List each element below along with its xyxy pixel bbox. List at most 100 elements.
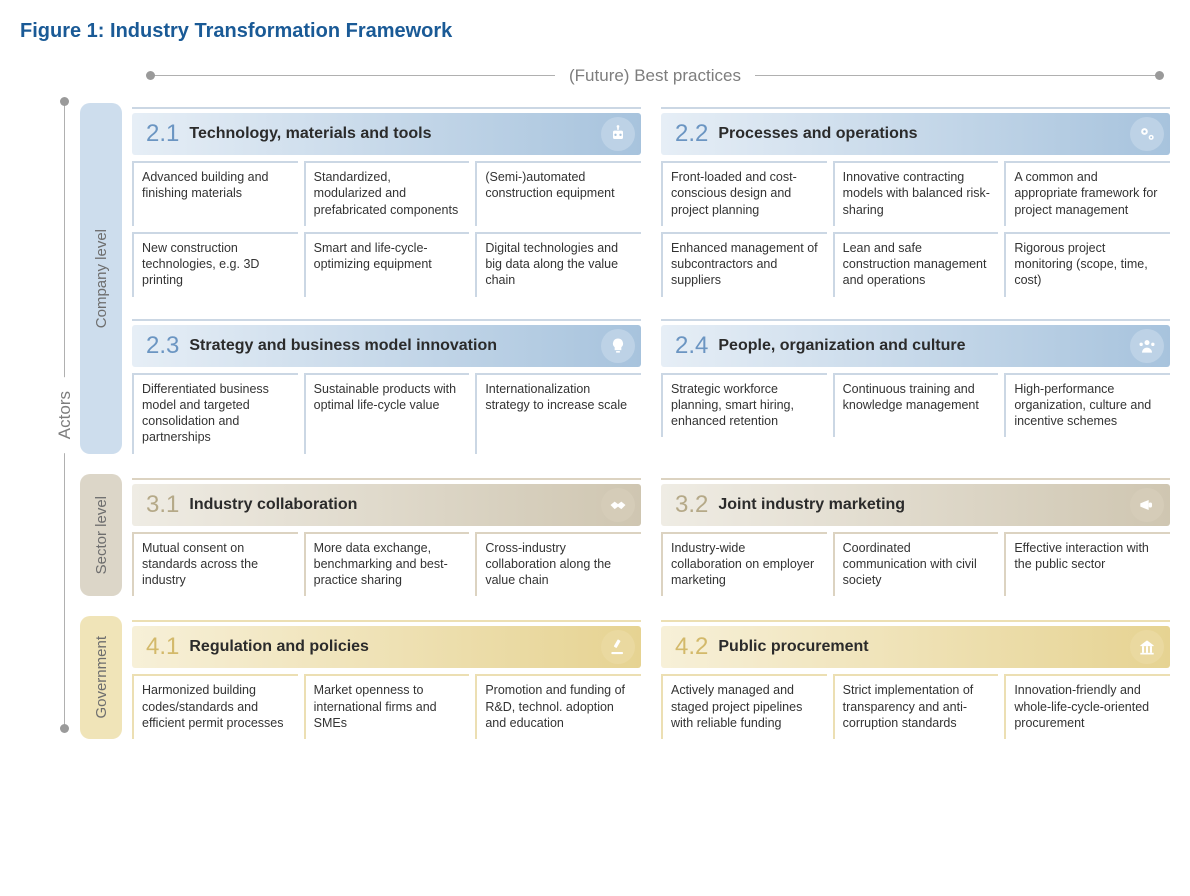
- top-axis-dot-left: [146, 71, 155, 80]
- cells-grid: Advanced building and finishing material…: [132, 161, 641, 297]
- left-axis-dot-bottom: [60, 724, 69, 733]
- section-4-1: 4.1 Regulation and policies Harmonized bui…: [132, 616, 641, 739]
- section-title: Industry collaboration: [189, 496, 357, 514]
- section-title: Regulation and policies: [189, 638, 369, 656]
- section-header: 2.2Processes and operations: [661, 113, 1170, 155]
- cell: Cross-industry collaboration along the v…: [475, 532, 641, 597]
- figure-title: Figure 1: Industry Transformation Framew…: [20, 20, 1170, 43]
- level-sector: Sector level 3.1 Industry collaboration Mut…: [80, 474, 1170, 597]
- cell: Standardized, modularized and prefabrica…: [304, 161, 470, 226]
- section-3-2: 3.2Joint industry marketing Industry-wide…: [661, 474, 1170, 597]
- cell: More data exchange, benchmarking and bes…: [304, 532, 470, 597]
- cell: Innovation-friendly and whole-life-cycle…: [1004, 674, 1170, 739]
- cell: Rigorous project monitoring (scope, time…: [1004, 232, 1170, 297]
- cell: Mutual consent on standards across the i…: [132, 532, 298, 597]
- section-header: 3.1 Industry collaboration: [132, 484, 641, 526]
- section-title: Public procurement: [718, 638, 868, 656]
- section-top-rule: [661, 319, 1170, 321]
- cell: A common and appropriate framework for p…: [1004, 161, 1170, 226]
- level-tag-label: Government: [93, 636, 110, 719]
- section-top-rule: [661, 107, 1170, 109]
- cell: Innovative contracting models with balan…: [833, 161, 999, 226]
- section-2-3: 2.3 Strategy and business model innovatio…: [132, 315, 641, 454]
- level-body: 4.1 Regulation and policies Harmonized bui…: [132, 616, 1170, 739]
- section-top-rule: [132, 107, 641, 109]
- section-title: People, organization and culture: [718, 337, 965, 355]
- cells-grid: Harmonized building codes/standards and …: [132, 674, 641, 739]
- section-2-4: 2.4 People, organization and culture Strat…: [661, 315, 1170, 454]
- cell: Smart and life-cycle-optimizing equipmen…: [304, 232, 470, 297]
- people-icon: [1130, 329, 1164, 363]
- gavel-icon: [601, 630, 635, 664]
- section-title: Strategy and business model innovation: [189, 337, 497, 355]
- section-2-2: 2.2Processes and operations Front-loaded …: [661, 103, 1170, 297]
- section-number: 2.2: [675, 120, 708, 148]
- section-header: 2.1 Technology, materials and tools: [132, 113, 641, 155]
- cells-grid: Front-loaded and cost-conscious design a…: [661, 161, 1170, 297]
- section-title: Technology, materials and tools: [189, 125, 431, 143]
- building-icon: [1130, 630, 1164, 664]
- section-number: 3.1: [146, 491, 179, 519]
- top-axis-dot-right: [1155, 71, 1164, 80]
- left-axis-label: Actors: [55, 377, 75, 453]
- level-tag-sector: Sector level: [80, 474, 122, 597]
- cell: Continuous training and knowledge manage…: [833, 373, 999, 438]
- section-header: 2.3 Strategy and business model innovatio…: [132, 325, 641, 367]
- cells-grid: Industry-wide collaboration on employer …: [661, 532, 1170, 597]
- section-header: 2.4 People, organization and culture: [661, 325, 1170, 367]
- left-axis-dot-top: [60, 97, 69, 106]
- cell: High-performance organization, culture a…: [1004, 373, 1170, 438]
- bulb-icon: [601, 329, 635, 363]
- cell: Digital technologies and big data along …: [475, 232, 641, 297]
- section-header: 4.1 Regulation and policies: [132, 626, 641, 668]
- level-tag-label: Company level: [93, 229, 110, 328]
- section-number: 2.3: [146, 332, 179, 360]
- cell: Front-loaded and cost-conscious design a…: [661, 161, 827, 226]
- section-pair: 2.1 Technology, materials and tools Advanc…: [132, 103, 1170, 297]
- top-axis-label: (Future) Best practices: [555, 66, 755, 86]
- section-top-rule: [132, 319, 641, 321]
- section-2-1: 2.1 Technology, materials and tools Advanc…: [132, 103, 641, 297]
- top-axis: (Future) Best practices: [150, 61, 1160, 91]
- section-number: 4.2: [675, 633, 708, 661]
- section-title: Joint industry marketing: [718, 496, 905, 514]
- cells-grid: Actively managed and staged project pipe…: [661, 674, 1170, 739]
- section-top-rule: [661, 620, 1170, 622]
- cell: Harmonized building codes/standards and …: [132, 674, 298, 739]
- level-body: 3.1 Industry collaboration Mutual consent …: [132, 474, 1170, 597]
- left-axis: Actors: [50, 101, 80, 729]
- content-area: Company level 2.1 Technology, materials an…: [80, 103, 1170, 739]
- section-number: 4.1: [146, 633, 179, 661]
- section-header: 3.2Joint industry marketing: [661, 484, 1170, 526]
- cell: New construction technologies, e.g. 3D p…: [132, 232, 298, 297]
- section-header: 4.2 Public procurement: [661, 626, 1170, 668]
- section-top-rule: [661, 478, 1170, 480]
- section-pair: 4.1 Regulation and policies Harmonized bui…: [132, 616, 1170, 739]
- cell: Advanced building and finishing material…: [132, 161, 298, 226]
- section-4-2: 4.2 Public procurement Actively managed an…: [661, 616, 1170, 739]
- cell: Differentiated business model and target…: [132, 373, 298, 454]
- section-number: 2.1: [146, 120, 179, 148]
- cell: Internationalization strategy to increas…: [475, 373, 641, 454]
- cell: Effective interaction with the public se…: [1004, 532, 1170, 597]
- gears-icon: [1130, 117, 1164, 151]
- cell: Promotion and funding of R&D, technol. a…: [475, 674, 641, 739]
- level-tag-company: Company level: [80, 103, 122, 454]
- cell: Strategic workforce planning, smart hiri…: [661, 373, 827, 438]
- cells-grid: Differentiated business model and target…: [132, 373, 641, 454]
- section-top-rule: [132, 478, 641, 480]
- cell: (Semi-)automated construction equipment: [475, 161, 641, 226]
- cell: Lean and safe construction management an…: [833, 232, 999, 297]
- level-government: Government 4.1 Regulation and policies Harm…: [80, 616, 1170, 739]
- cell: Actively managed and staged project pipe…: [661, 674, 827, 739]
- section-pair: 2.3 Strategy and business model innovatio…: [132, 315, 1170, 454]
- level-tag-label: Sector level: [93, 496, 110, 574]
- cell: Strict implementation of transparency an…: [833, 674, 999, 739]
- cell: Industry-wide collaboration on employer …: [661, 532, 827, 597]
- cells-grid: Strategic workforce planning, smart hiri…: [661, 373, 1170, 438]
- cell: Coordinated communication with civil soc…: [833, 532, 999, 597]
- handshake-icon: [601, 488, 635, 522]
- level-tag-government: Government: [80, 616, 122, 739]
- section-number: 2.4: [675, 332, 708, 360]
- section-top-rule: [132, 620, 641, 622]
